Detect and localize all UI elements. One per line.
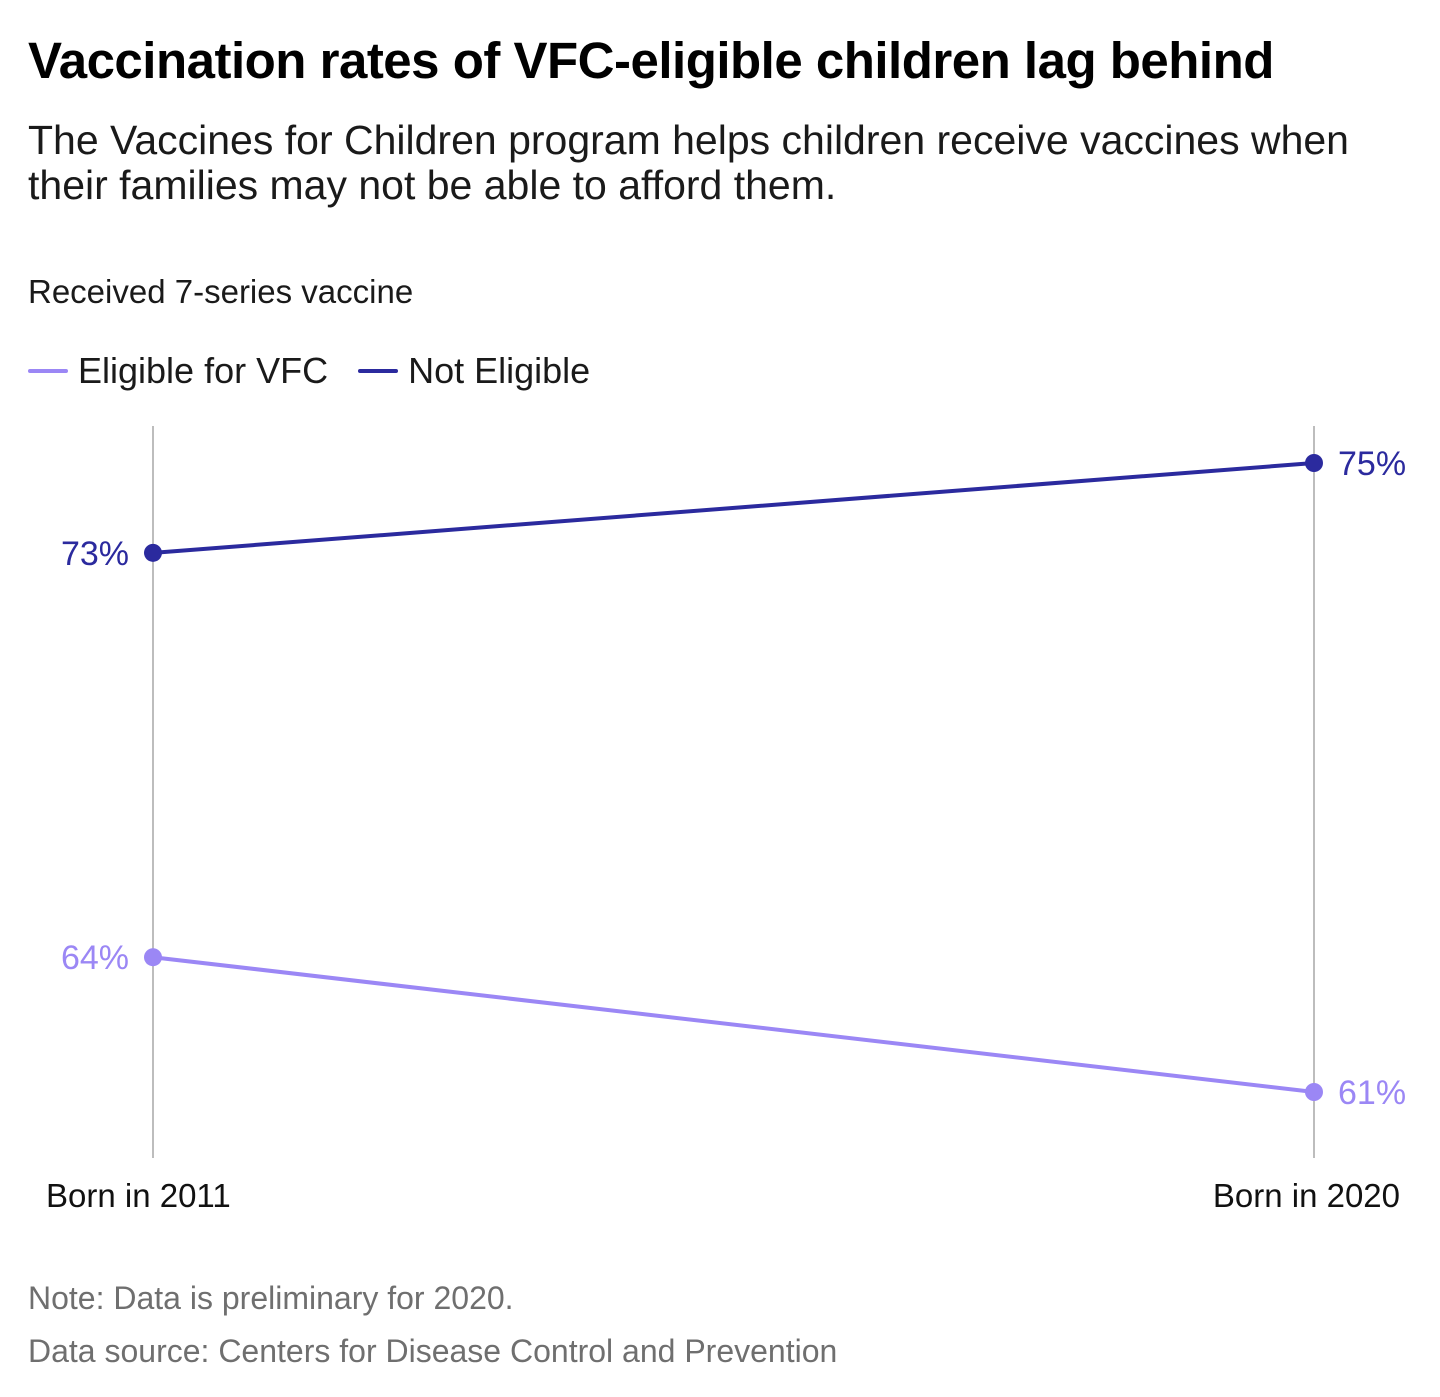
data-label-not-eligible-2011: 73% [61,535,129,573]
note-text: Note: Data is preliminary for 2020. [28,1280,514,1316]
x-gridlines [152,426,1315,1158]
data-label-eligible-2020: 61% [1338,1074,1406,1112]
source-text: Data source: Centers for Disease Control… [28,1333,838,1369]
chart-title: Vaccination rates of VFC-eligible childr… [28,32,1274,89]
x-tick-label-2011: Born in 2011 [46,1177,231,1214]
series-line-not-eligible [151,461,1316,555]
data-point-not-eligible-2020[interactable] [1305,454,1323,472]
x-axis: Born in 2011 Born in 2020 [46,1177,1400,1214]
legend-item-eligible: Eligible for VFC [28,350,328,392]
data-point-eligible-2020[interactable] [1305,1083,1323,1101]
chart-subtitle: The Vaccines for Children program helps … [28,117,1349,208]
legend-item-not-eligible: Not Eligible [358,350,590,392]
data-point-eligible-2011[interactable] [144,948,162,967]
data-point-not-eligible-2011[interactable] [144,543,162,562]
x-tick-label-2020: Born in 2020 [1213,1177,1400,1214]
series-eligible: 64% 61% [61,939,1406,1112]
legend-swatch-not-eligible [358,369,399,373]
series-line-eligible [151,955,1316,1094]
legend: Eligible for VFC Not Eligible [28,350,620,392]
y-axis-label: Received 7-series vaccine [28,273,414,310]
series-not-eligible: 73% 75% [61,445,1406,573]
data-label-not-eligible-2020: 75% [1338,445,1406,483]
data-label-eligible-2011: 64% [61,939,129,977]
footnotes: Note: Data is preliminary for 2020. Data… [28,1272,837,1378]
legend-label-not-eligible: Not Eligible [408,350,591,391]
legend-label-eligible: Eligible for VFC [78,350,329,391]
legend-swatch-eligible [28,369,68,373]
